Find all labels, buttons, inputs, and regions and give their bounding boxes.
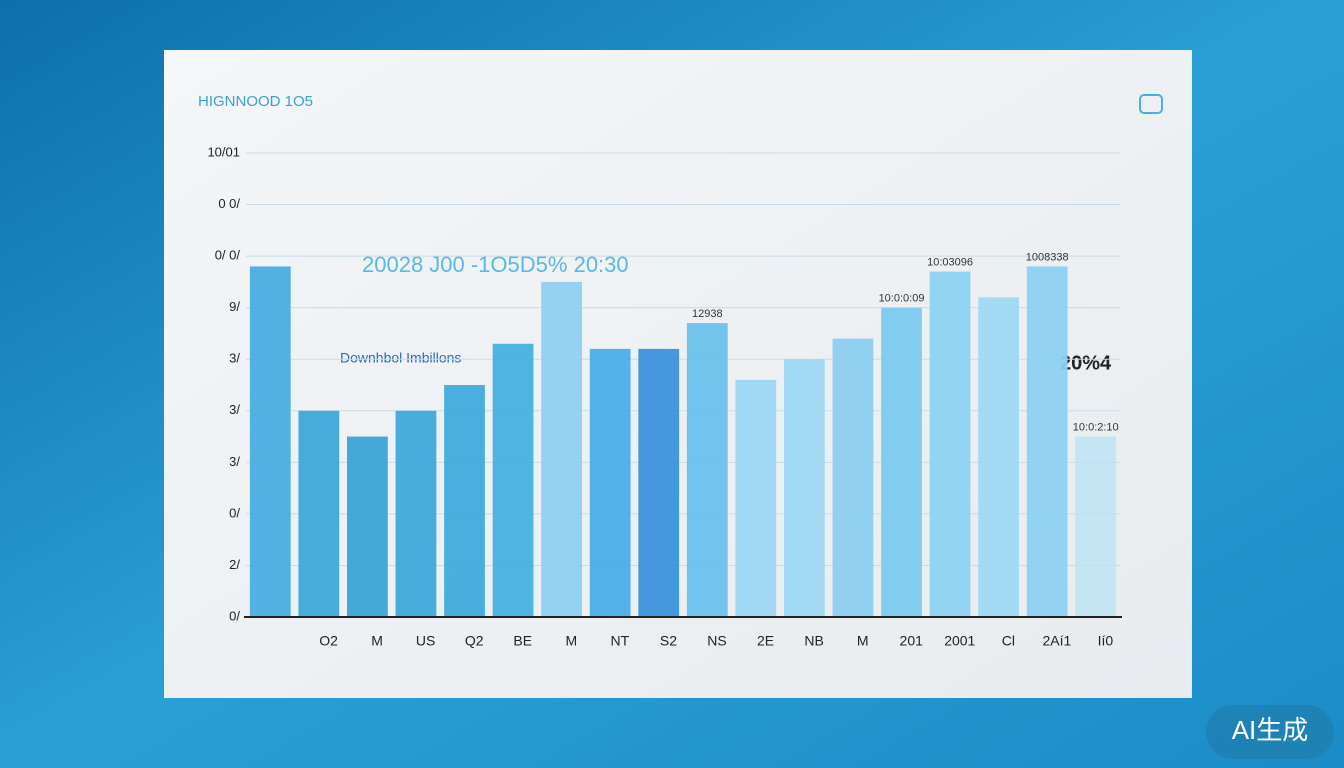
y-tick-label: 0/ (229, 608, 240, 623)
y-tick-label: 0/ 0/ (215, 248, 241, 263)
x-tick-label: NS (707, 633, 726, 649)
bar (541, 281, 583, 617)
bar (929, 271, 971, 617)
y-tick-label: 0 0/ (218, 196, 240, 211)
watermark: AI生成 (1232, 715, 1309, 745)
bar (492, 343, 534, 617)
x-tick-label: US (416, 633, 435, 649)
bar (686, 323, 728, 617)
y-tick-label: 3/ (229, 454, 240, 469)
y-tick-label: 0/ (229, 505, 240, 520)
y-tick-label: 3/ (229, 402, 240, 417)
y-tick-label: 3/ (229, 351, 240, 366)
annotation: 20%4 (1060, 352, 1112, 374)
bar (881, 307, 922, 617)
bar (249, 266, 291, 617)
x-tick-label: M (857, 633, 869, 649)
bar-label: 10:03096 (927, 256, 973, 268)
x-tick-label: Cl (1002, 633, 1015, 649)
bar (638, 348, 680, 617)
bar (444, 385, 485, 617)
bar (832, 338, 874, 617)
bar (395, 410, 437, 617)
bar-label: 1008338 (1026, 251, 1069, 263)
x-tick-label: NT (611, 633, 630, 649)
bar (1026, 266, 1068, 617)
x-tick-label: S2 (660, 633, 677, 649)
y-tick-label: 10/01 (207, 144, 240, 159)
bar (735, 379, 777, 617)
bar (978, 297, 1020, 617)
bar (783, 359, 825, 617)
bar-label: 12938 (692, 308, 723, 320)
bar (298, 410, 340, 617)
x-tick-label: 2Aí1 (1042, 633, 1071, 649)
x-tick-label: O2 (319, 633, 338, 649)
badge (1206, 705, 1334, 759)
annotation: Downhbol Imbillons (340, 350, 461, 366)
x-tick-label: 2001 (944, 633, 975, 649)
x-tick-label: NB (804, 633, 823, 649)
x-tick-label: Ií0 (1098, 633, 1114, 649)
bar-label: 10:0:0:09 (879, 293, 925, 305)
bar-label: 10:0:2:10 (1073, 421, 1119, 433)
bar (346, 436, 388, 617)
bar (589, 348, 631, 617)
x-tick-label: 2E (757, 633, 774, 649)
y-tick-label: 9/ (229, 299, 240, 314)
chart-title: HIGNNOOD 1O5 (198, 93, 313, 110)
x-tick-label: BE (513, 633, 532, 649)
annotation: 20028 J00 -1O5D5% 20:30 (362, 252, 629, 277)
x-tick-label: M (565, 633, 577, 649)
x-tick-label: 201 (900, 633, 924, 649)
icon[interactable] (1139, 94, 1163, 114)
y-tick-label: 2/ (229, 557, 240, 572)
bar (1075, 436, 1117, 617)
x-tick-label: M (371, 633, 383, 649)
x-tick-label: Q2 (465, 633, 484, 649)
